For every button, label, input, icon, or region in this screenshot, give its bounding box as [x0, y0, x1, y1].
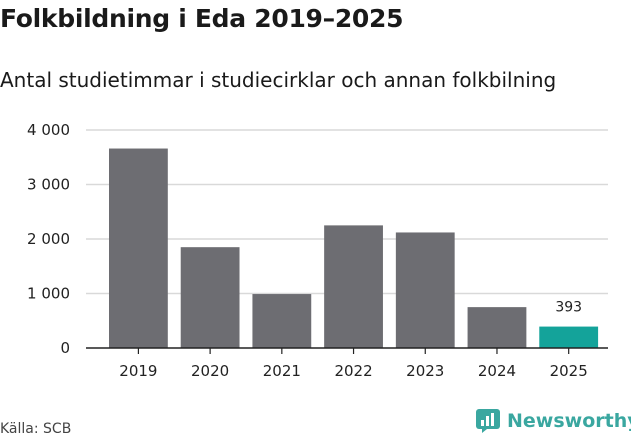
bar-2025: [539, 326, 599, 348]
bar-2023: [395, 232, 455, 348]
bar-2019: [109, 148, 168, 348]
y-tick-label: 2 000: [27, 230, 70, 248]
bar-2024: [467, 307, 527, 348]
chart-subtitle: Antal studietimmar i studiecirklar och a…: [0, 68, 557, 92]
x-tick-label: 2022: [334, 362, 372, 380]
newsworthy-icon: [476, 409, 500, 433]
bar-2022: [324, 225, 383, 348]
bar-chart: 0 1 000 2 000 3 000 4 000 2019 2020 2021 2022 202…: [27, 121, 608, 380]
x-tick-label: 2019: [119, 362, 157, 380]
brand-name: Newsworthy: [507, 410, 631, 432]
y-tick-label: 4 000: [27, 121, 70, 139]
y-tick-label: 3 000: [27, 176, 70, 194]
x-tick-label: 2023: [406, 362, 444, 380]
bar-2020: [180, 247, 240, 348]
y-tick-label: 0: [60, 339, 70, 357]
x-tick-label: 2020: [191, 362, 229, 380]
x-tick-label: 2025: [550, 362, 588, 380]
brand-logo: Newsworthy: [475, 408, 631, 434]
x-tick-label: 2024: [478, 362, 516, 380]
data-label: 393: [555, 300, 582, 316]
bar-2021: [252, 294, 312, 348]
x-tick-label: 2021: [263, 362, 301, 380]
source-note: Källa: SCB: [0, 421, 72, 437]
chart-title: Folkbildning i Eda 2019–2025: [0, 4, 404, 33]
y-tick-label: 1 000: [27, 285, 70, 303]
